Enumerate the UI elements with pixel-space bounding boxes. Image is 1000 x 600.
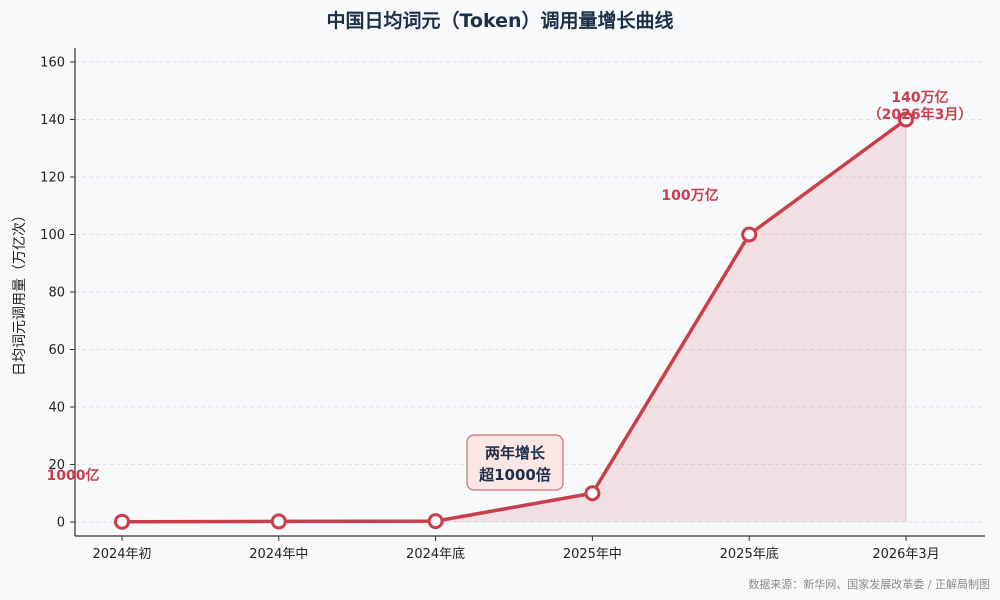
- callout-box: [466, 434, 564, 491]
- annotation-100: 100万亿: [661, 187, 718, 204]
- y-tick-label: 140: [40, 113, 65, 128]
- data-point: [584, 485, 601, 502]
- x-tick-label: 2026年3月: [872, 547, 939, 562]
- data-point: [741, 226, 758, 243]
- series-line: [121, 118, 908, 524]
- source-note: 数据来源：新华网、国家发展改革委 / 正解局制图: [748, 578, 990, 591]
- y-tick-label: 100: [40, 228, 65, 243]
- callout-line2: 超1000倍: [478, 466, 551, 484]
- y-tick-label: 40: [48, 401, 65, 416]
- x-tick-label: 2024年中: [249, 547, 308, 562]
- chart-title: 中国日均词元（Token）调用量增长曲线: [326, 10, 674, 32]
- data-point: [427, 513, 444, 530]
- data-point: [114, 513, 130, 530]
- data-point: [270, 513, 287, 530]
- y-tick-label: 120: [40, 171, 65, 186]
- x-tick-label: 2025年底: [720, 546, 779, 562]
- y-tick-label: 20: [48, 458, 65, 473]
- annotation-start: 1000亿: [47, 467, 100, 484]
- annotation-140-value: 140万亿: [891, 89, 948, 106]
- data-point: [898, 111, 914, 128]
- y-tick-label: 0: [57, 516, 65, 531]
- x-tick-label: 2024年初: [92, 547, 151, 562]
- callout-line1: 两年增长: [485, 444, 546, 462]
- y-tick-label: 80: [48, 286, 65, 301]
- x-tick-label: 2025年中: [563, 547, 622, 562]
- y-axis-label: 日均词元调用量（万亿次）: [12, 208, 28, 376]
- area-fill: [122, 119, 906, 522]
- y-tick-label: 160: [40, 56, 65, 71]
- y-tick-label: 60: [48, 343, 65, 358]
- annotation-140-date: （2026年3月）: [868, 106, 973, 123]
- x-tick-label: 2024年底: [406, 546, 465, 562]
